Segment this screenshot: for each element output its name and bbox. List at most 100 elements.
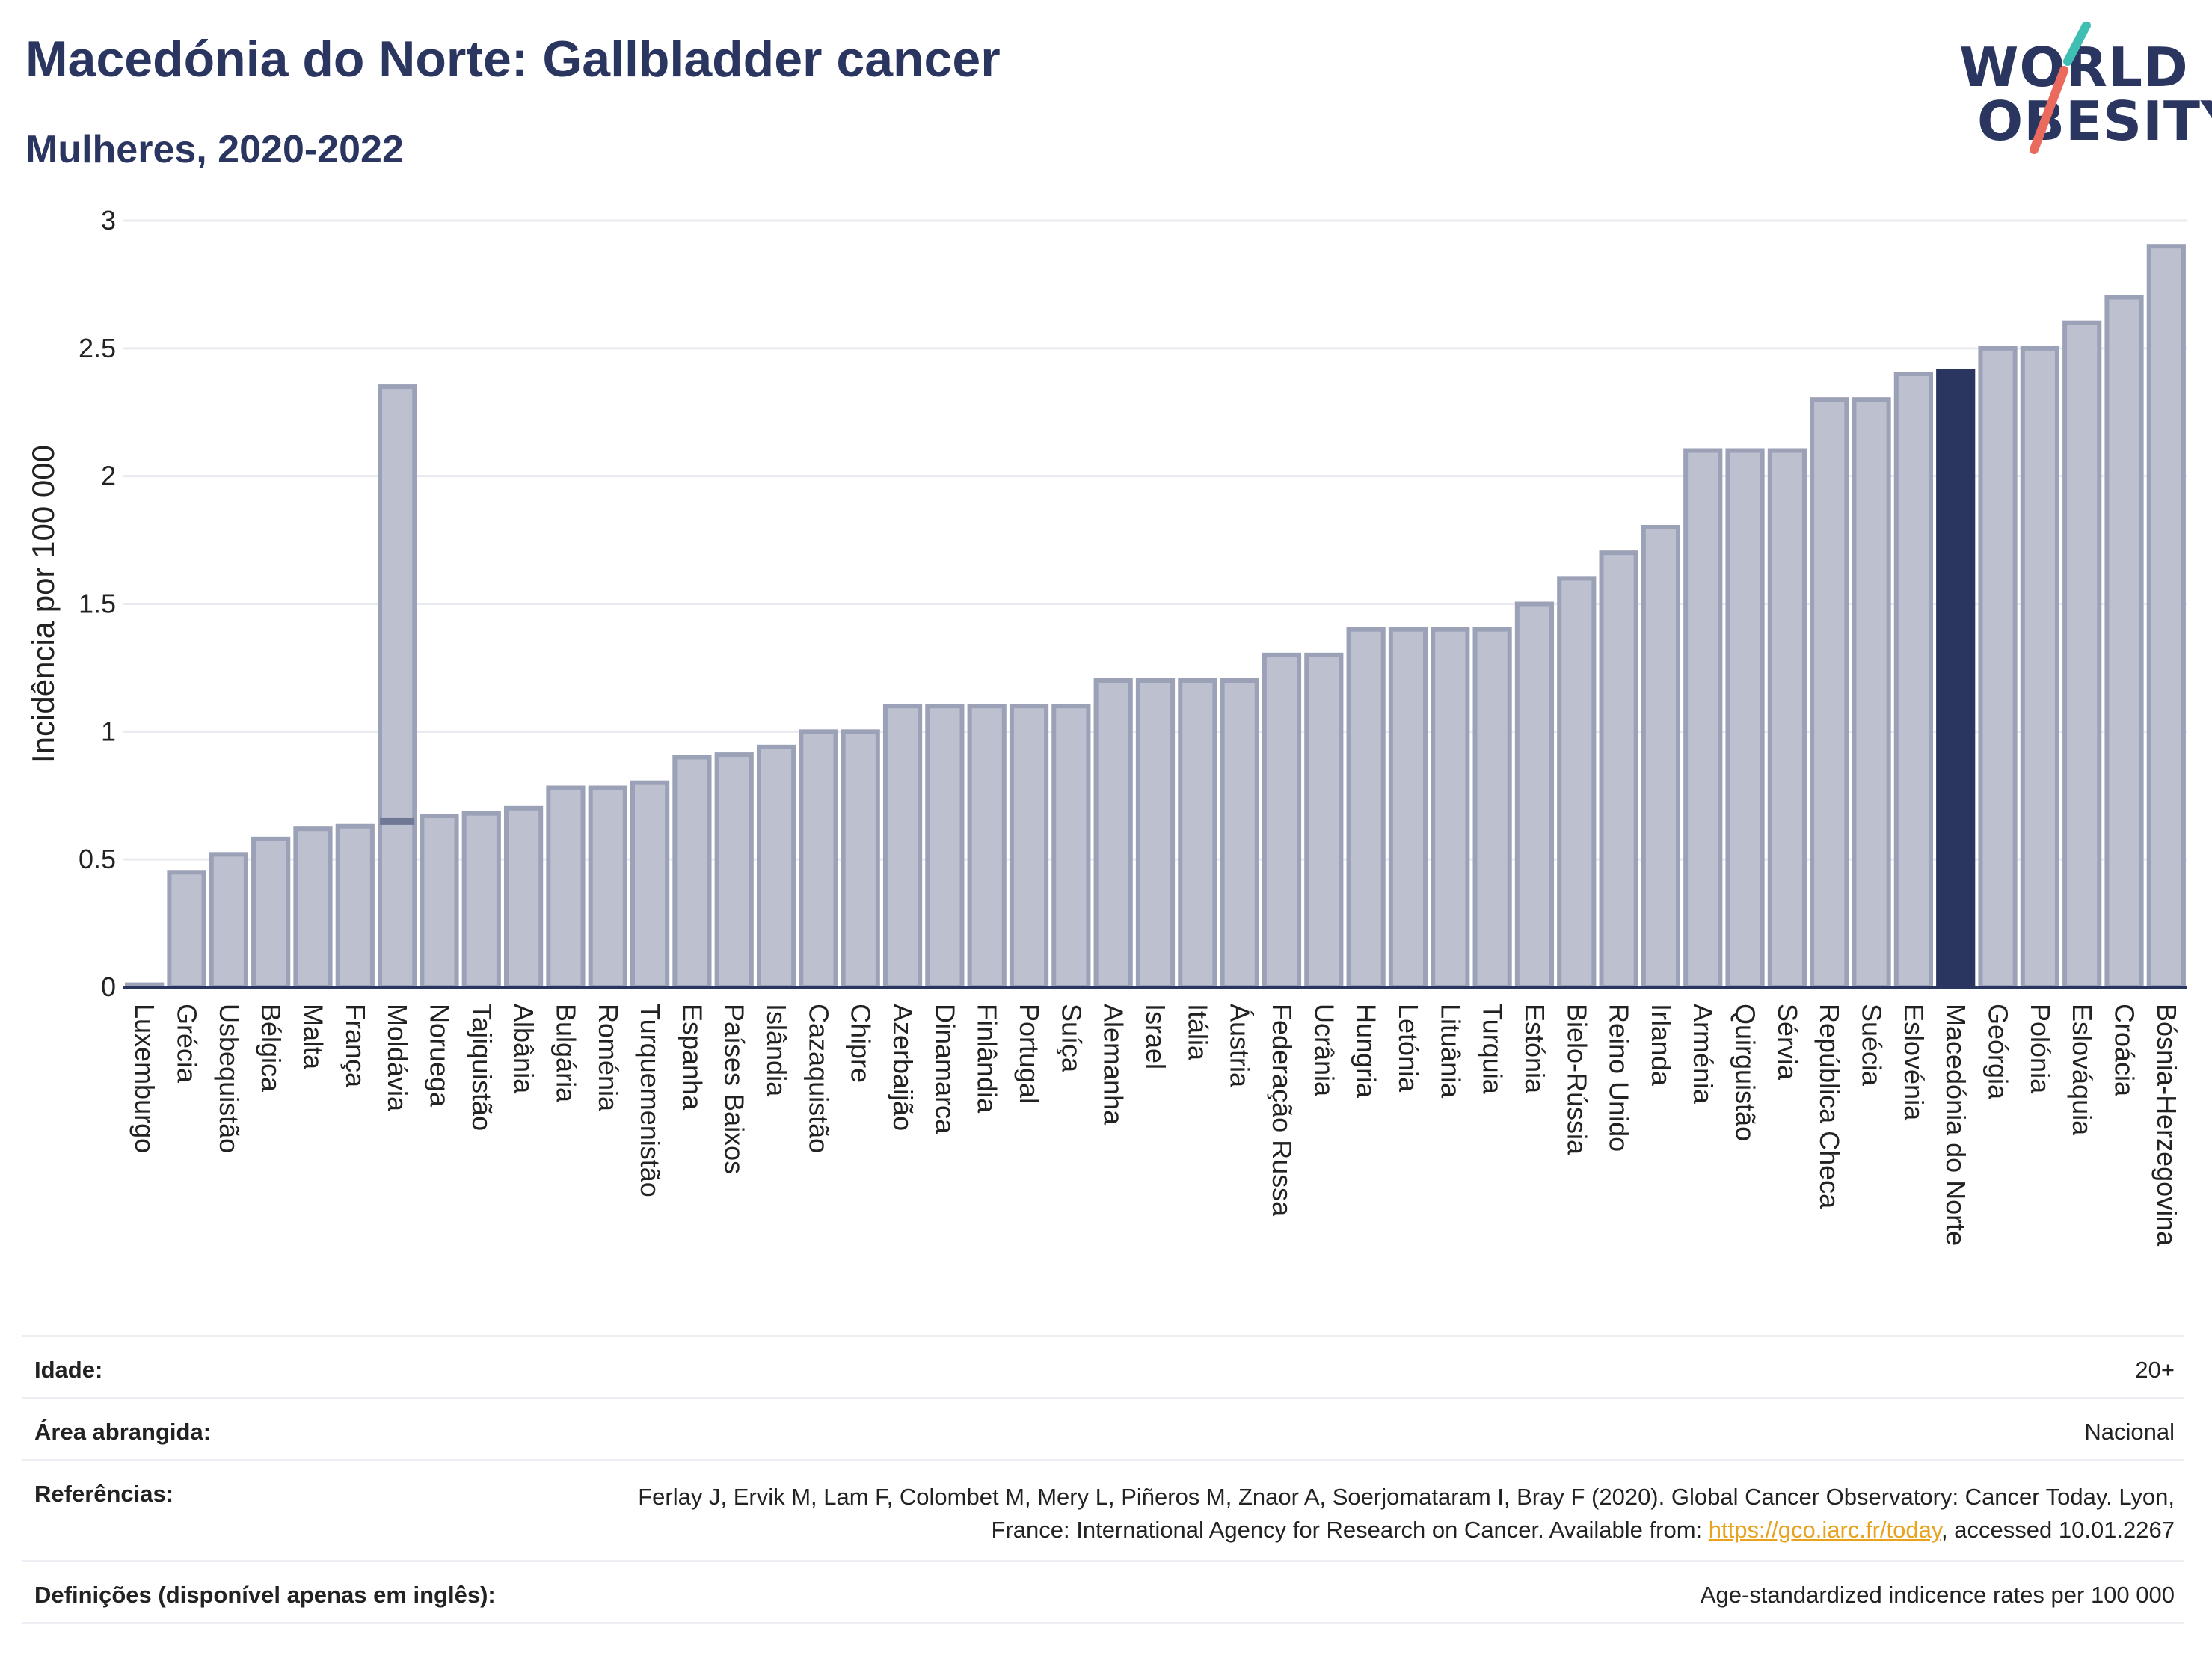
bar xyxy=(2062,320,2102,989)
x-tick-label: Bélgica xyxy=(256,1004,286,1093)
x-tick-label: Países Baixos xyxy=(719,1004,750,1174)
bar xyxy=(1472,627,1512,990)
x-tick-label: Itália xyxy=(1182,1004,1213,1061)
bar xyxy=(335,823,375,989)
x-tick-label: França xyxy=(340,1004,371,1088)
bar xyxy=(630,780,670,989)
bar xyxy=(1178,678,1217,989)
x-tick-label: Geórgia xyxy=(1983,1004,2014,1100)
x-tick-label: Reino Unido xyxy=(1604,1004,1635,1152)
y-tick-label: 2 xyxy=(101,461,116,491)
bar xyxy=(925,704,965,990)
meta-row-references: Referências: Ferlay J, Ervik M, Lam F, C… xyxy=(22,1461,2184,1562)
x-tick-label: Irlanda xyxy=(1646,1004,1677,1087)
bar xyxy=(420,814,459,990)
x-tick-label: Albânia xyxy=(509,1004,539,1094)
x-tick-label: Alemanha xyxy=(1099,1004,1129,1126)
x-tick-label: Noruega xyxy=(424,1004,455,1108)
bar xyxy=(1852,397,1891,989)
x-tick-label: Usbequistão xyxy=(214,1004,245,1153)
bar xyxy=(1009,704,1049,990)
bar xyxy=(209,852,248,990)
bar xyxy=(1599,550,1638,989)
bar xyxy=(1767,448,1807,989)
y-tick-label: 1 xyxy=(101,716,116,746)
bar xyxy=(1978,346,2018,990)
meta-row-age: Idade: 20+ xyxy=(22,1337,2184,1399)
bar xyxy=(2104,295,2144,989)
bar xyxy=(1725,448,1765,989)
x-tick-label: Espanha xyxy=(677,1004,707,1111)
bar xyxy=(293,826,333,989)
x-tick-label: Moldávia xyxy=(382,1004,413,1112)
page-subtitle: Mulheres, 2020-2022 xyxy=(25,128,404,171)
x-tick-label: Suécia xyxy=(1857,1004,1887,1087)
bar xyxy=(1810,397,1849,989)
range-marker xyxy=(380,817,415,825)
world-obesity-logo: WORLD OBESITY xyxy=(1944,22,2212,172)
x-tick-label: Polónia xyxy=(2025,1004,2056,1094)
x-tick-label: Hungria xyxy=(1351,1004,1382,1099)
bar xyxy=(2020,346,2059,990)
bar xyxy=(1893,372,1933,989)
bar xyxy=(588,785,627,989)
bar xyxy=(1093,678,1133,989)
y-tick-label: 1.5 xyxy=(79,589,116,619)
x-tick-label: Croácia xyxy=(2110,1004,2140,1097)
references-label: Referências: xyxy=(34,1481,174,1507)
x-tick-label: Turquia xyxy=(1478,1004,1508,1095)
x-tick-label: Bulgária xyxy=(550,1004,581,1103)
bar xyxy=(1135,678,1176,989)
references-suffix: , accessed 10.01.2267 xyxy=(1941,1517,2175,1543)
bar xyxy=(504,805,544,990)
y-axis-title: Incidência por 100 000 xyxy=(25,445,61,763)
x-tick-label: Estónia xyxy=(1520,1004,1550,1094)
x-tick-label: Quirguistão xyxy=(1730,1004,1761,1141)
bar xyxy=(546,785,586,989)
x-tick-label: Eslováquia xyxy=(2067,1004,2098,1136)
x-tick-label: Federação Russa xyxy=(1267,1004,1297,1217)
bar xyxy=(799,729,838,989)
y-tick-label: 0.5 xyxy=(79,844,116,874)
x-tick-label: Azerbaijão xyxy=(888,1004,918,1131)
bar xyxy=(967,704,1007,990)
x-tick-label: Grécia xyxy=(171,1004,202,1084)
metadata-table: Idade: 20+ Área abrangida: Nacional Refe… xyxy=(22,1335,2184,1624)
age-label: Idade: xyxy=(34,1357,103,1383)
bar xyxy=(1262,652,1302,989)
x-tick-label: Islândia xyxy=(761,1004,792,1097)
x-tick-label: Turquemenistão xyxy=(635,1004,666,1197)
x-tick-label: Macedónia do Norte xyxy=(1941,1004,1971,1246)
x-tick-label: Finlândia xyxy=(972,1004,1003,1114)
bar xyxy=(1514,601,1555,989)
x-tick-label: Suíça xyxy=(1056,1004,1087,1073)
x-tick-label: Arménia xyxy=(1688,1004,1718,1105)
logo-slash-icon xyxy=(2030,22,2091,154)
x-tick-label: Sérvia xyxy=(1772,1004,1803,1081)
bar xyxy=(378,384,417,989)
bar xyxy=(1936,369,1976,990)
x-tick-label: Eslovénia xyxy=(1899,1004,1929,1121)
x-tick-label: Portugal xyxy=(1014,1004,1045,1104)
bar xyxy=(1388,627,1428,990)
area-value: Nacional xyxy=(2084,1419,2175,1445)
x-tick-label: República Checa xyxy=(1814,1004,1845,1209)
bar xyxy=(1051,704,1091,990)
meta-row-definitions: Definições (disponível apenas em inglês)… xyxy=(22,1562,2184,1624)
bar xyxy=(1557,576,1597,989)
meta-row-area: Área abrangida: Nacional xyxy=(22,1399,2184,1461)
bar xyxy=(841,729,880,989)
bar xyxy=(882,704,923,990)
references-value: Ferlay J, Ervik M, Lam F, Colombet M, Me… xyxy=(567,1481,2175,1547)
bar xyxy=(672,755,712,989)
references-link[interactable]: https://gco.iarc.fr/today xyxy=(1708,1517,1942,1543)
x-tick-label: Malta xyxy=(298,1004,328,1070)
x-tick-label: Tajiquistão xyxy=(467,1004,497,1131)
area-label: Área abrangida: xyxy=(34,1419,212,1445)
bar xyxy=(756,744,796,989)
age-value: 20+ xyxy=(2135,1357,2175,1383)
logo-line-2: OBESITY xyxy=(1977,90,2212,153)
bar xyxy=(1683,448,1723,989)
y-tick-label: 2.5 xyxy=(79,333,116,363)
x-tick-label: Lituânia xyxy=(1435,1004,1466,1099)
